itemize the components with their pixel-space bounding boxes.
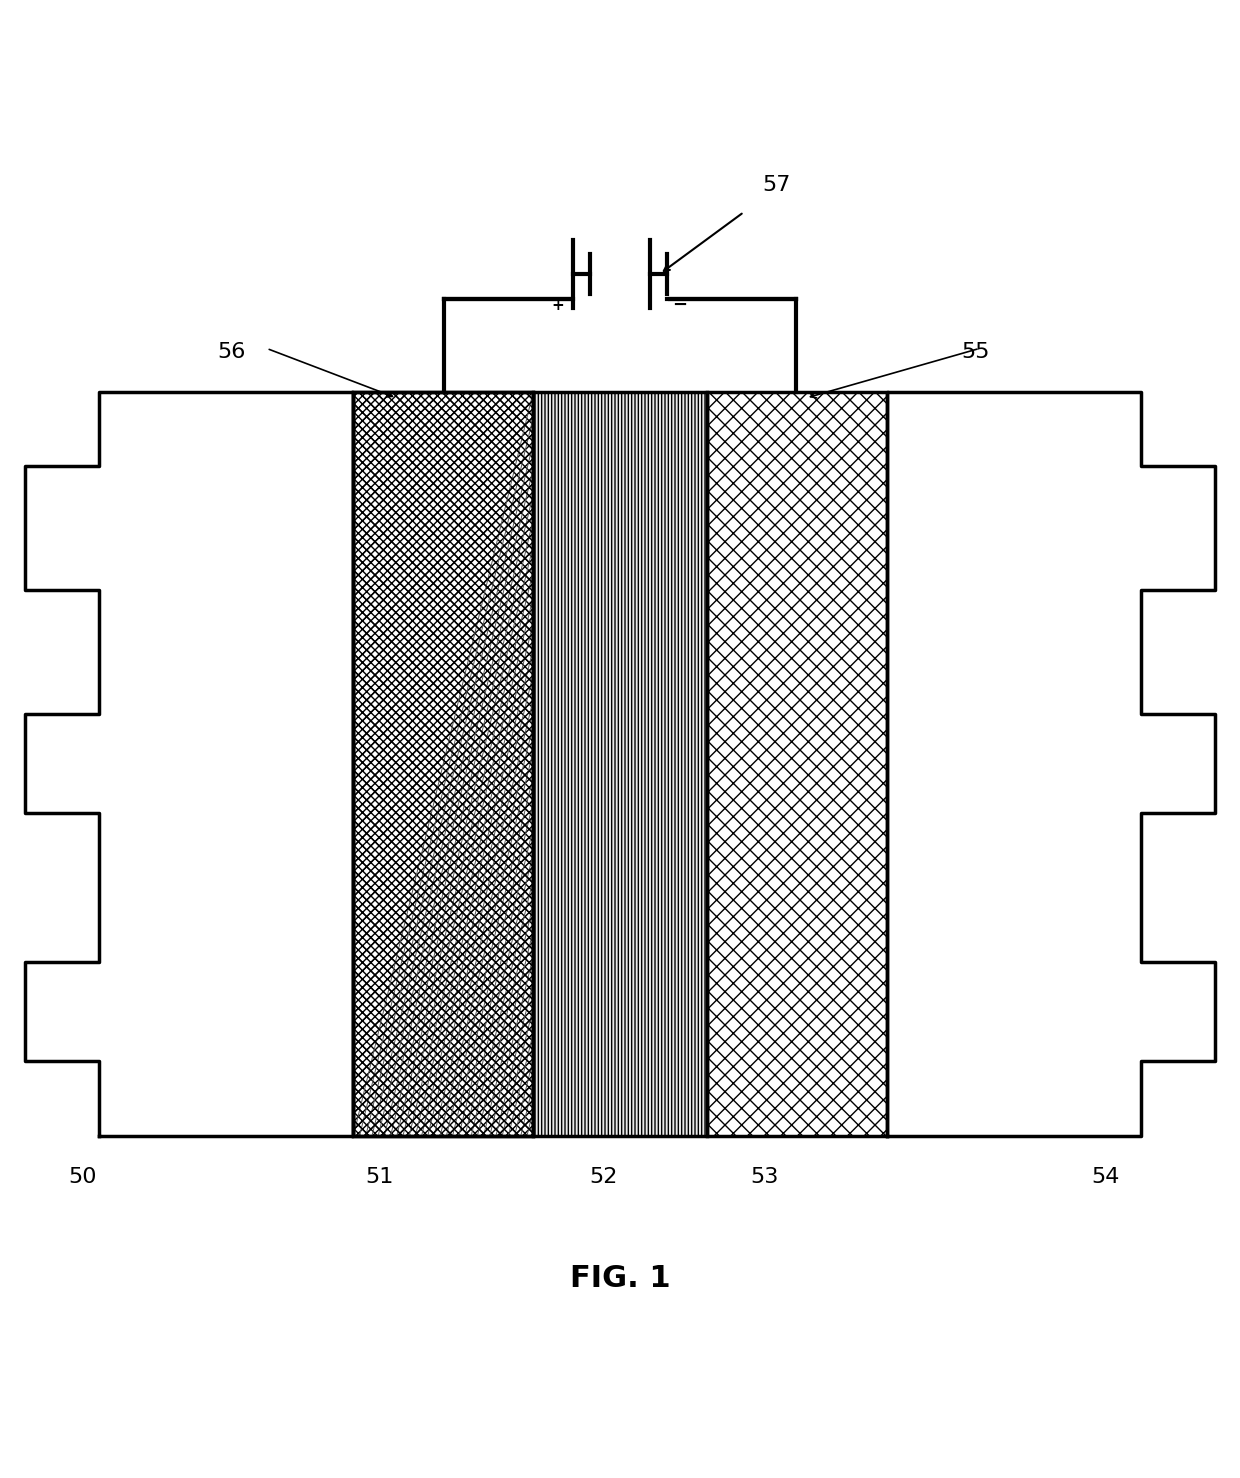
- Text: 52: 52: [589, 1166, 618, 1187]
- Bar: [353, 392, 533, 1135]
- Text: 53: 53: [750, 1166, 779, 1187]
- Text: FIG. 1: FIG. 1: [569, 1264, 671, 1293]
- Text: 57: 57: [763, 174, 791, 195]
- Bar: [707, 392, 887, 1135]
- Text: +: +: [552, 297, 564, 312]
- Text: −: −: [672, 296, 687, 313]
- Text: 51: 51: [366, 1166, 394, 1187]
- Text: 54: 54: [1091, 1166, 1120, 1187]
- Text: 55: 55: [961, 343, 990, 362]
- Bar: [353, 392, 533, 1135]
- Text: 56: 56: [217, 343, 246, 362]
- Bar: [533, 392, 707, 1135]
- Text: 50: 50: [68, 1166, 97, 1187]
- Bar: [353, 392, 533, 1135]
